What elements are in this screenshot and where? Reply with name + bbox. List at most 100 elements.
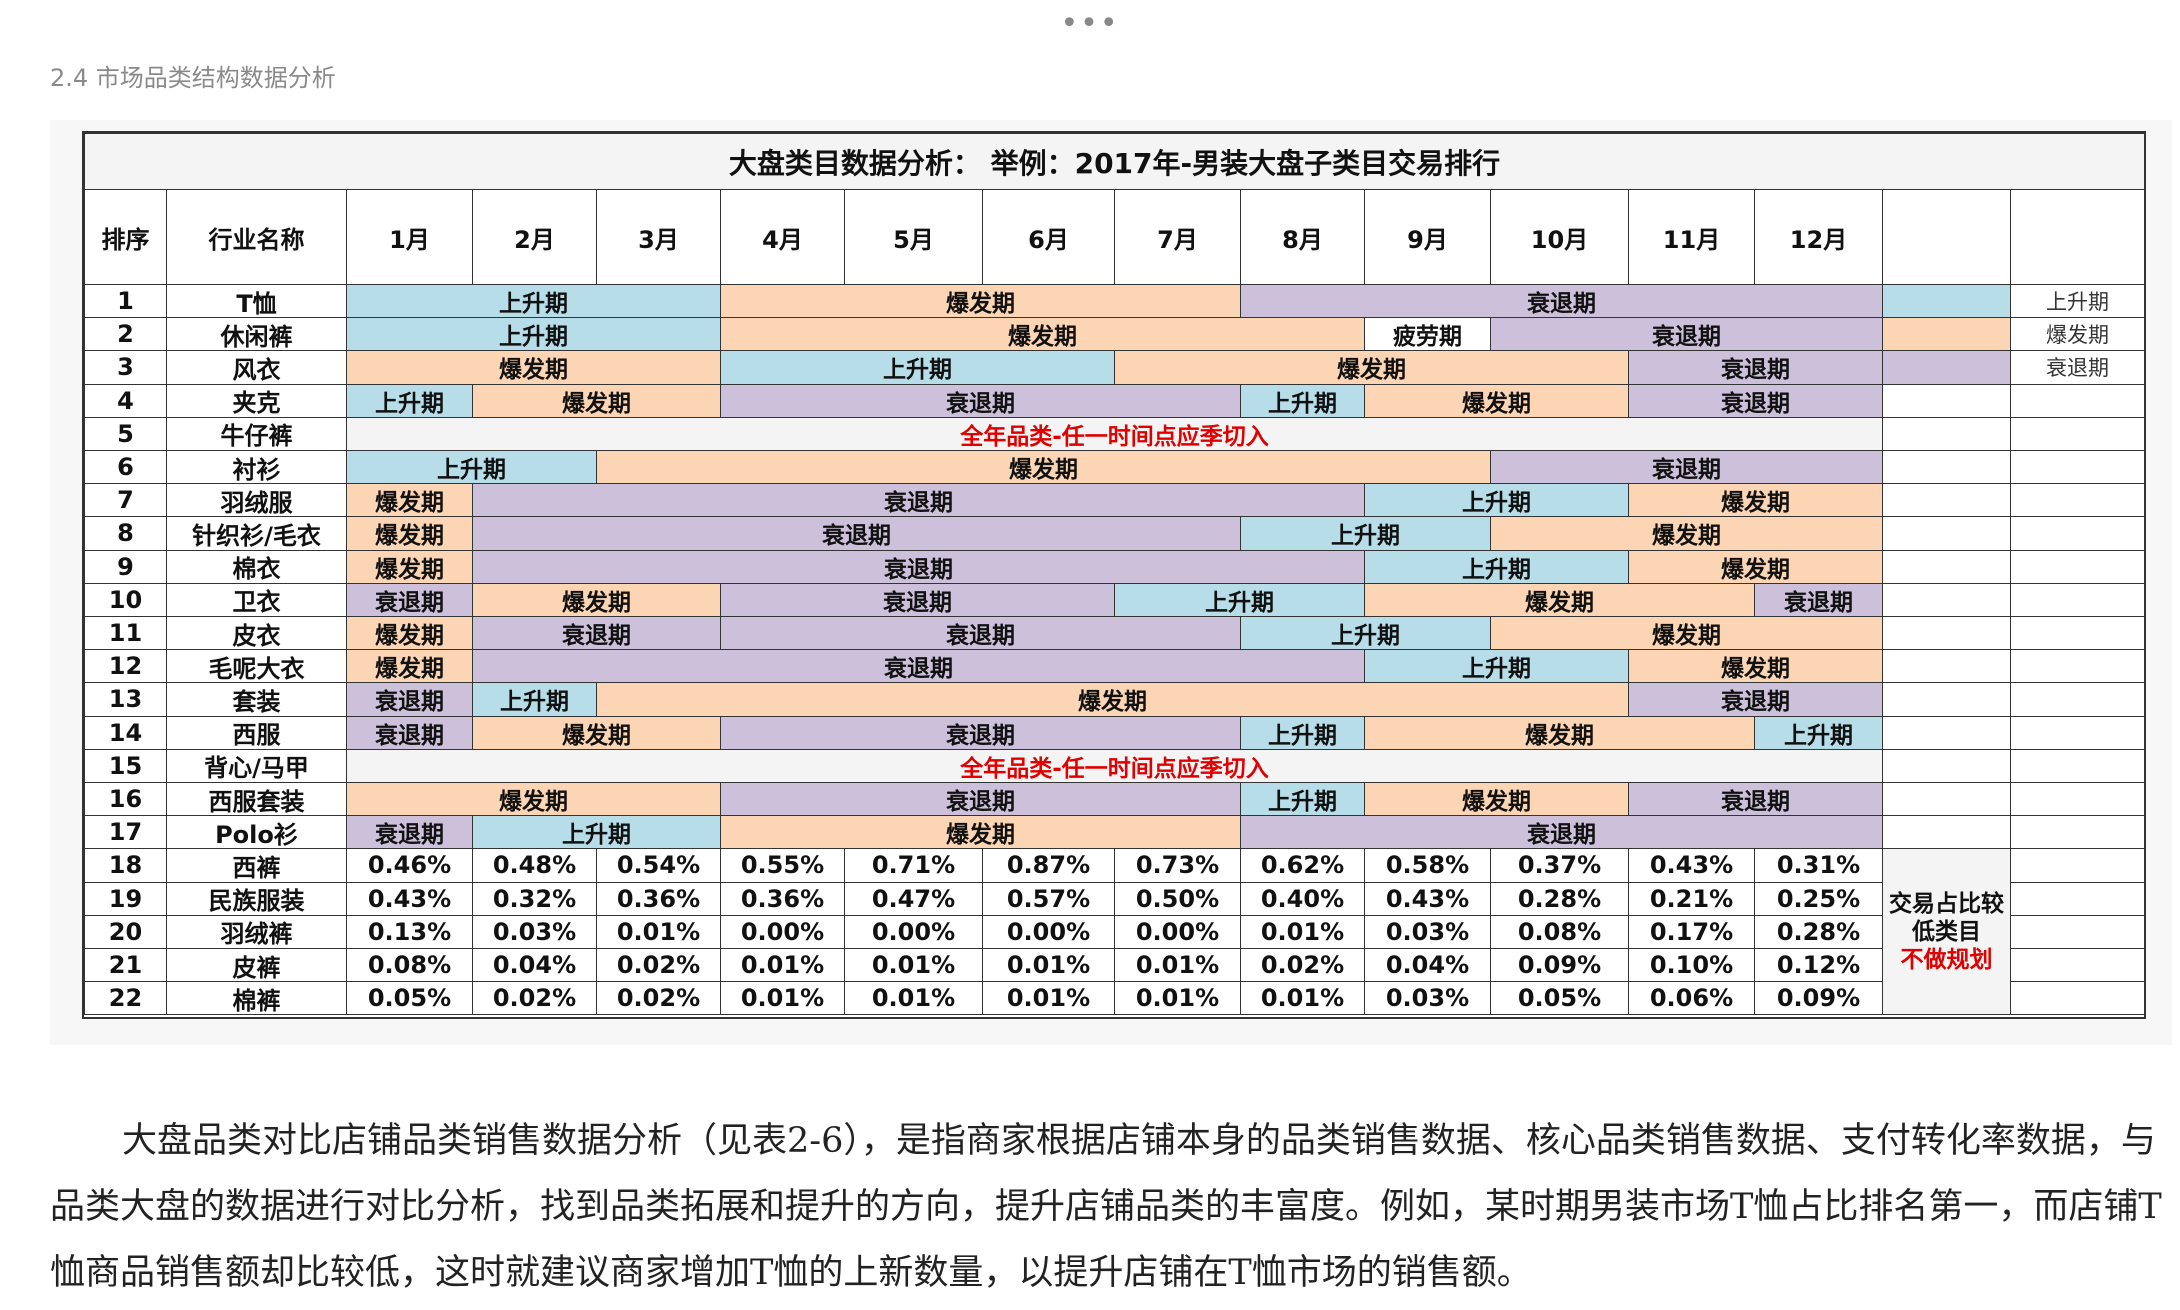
row-rank: 17 [84,815,167,850]
season-segment: 爆发期 [346,483,473,518]
row-rank: 14 [84,715,167,750]
share-value: 0.01% [1114,981,1241,1016]
season-segment: 衰退期 [1628,682,1883,717]
row-category-name: 西服套装 [166,782,347,817]
season-segment: 衰退期 [1240,815,1883,850]
more-options-icon[interactable]: ••• [1060,6,1120,41]
season-segment: 上升期 [1240,383,1365,418]
blank-cell [1882,682,2011,717]
row-rank: 4 [84,383,167,418]
row-category-name: 毛呢大衣 [166,649,347,684]
share-value: 0.31% [1754,848,1883,883]
season-segment: 衰退期 [1240,284,1883,319]
header-month: 8月 [1240,189,1365,285]
category-season-table-image: 大盘类目数据分析： 举例：2017年-男装大盘子类目交易排行 排序 行业名称 1月 2月… [82,131,2146,1019]
row-rank: 20 [84,914,167,949]
row-rank: 19 [84,881,167,916]
season-segment: 衰退期 [346,815,473,850]
header-name: 行业名称 [166,189,347,285]
row-category-name: 衬衫 [166,450,347,485]
row-category-name: 棉裤 [166,981,347,1016]
share-value: 0.57% [982,881,1115,916]
share-value: 0.06% [1628,981,1755,1016]
header-month: 4月 [720,189,845,285]
row-category-name: 民族服装 [166,881,347,916]
row-category-name: 风衣 [166,350,347,385]
season-segment: 衰退期 [720,582,1115,617]
row-category-name: T恤 [166,284,347,319]
body-text: 大盘品类对比店铺品类销售数据分析（见表2-6），是指商家根据店铺本身的品类销售数… [50,1108,2175,1306]
season-segment: 衰退期 [1490,317,1883,352]
season-segment: 爆发期 [720,317,1365,352]
share-value: 0.71% [844,848,983,883]
share-value: 0.01% [982,948,1115,983]
blank-cell [1882,516,2011,551]
share-value: 0.01% [844,948,983,983]
row-rank: 7 [84,483,167,518]
season-segment: 爆发期 [720,815,1241,850]
season-segment: 上升期 [1240,616,1491,651]
blank-cell [2010,748,2145,783]
season-segment: 衰退期 [1628,383,1883,418]
header-month: 1月 [346,189,473,285]
share-value: 0.28% [1754,914,1883,949]
share-value: 0.01% [1114,948,1241,983]
legend-label: 衰退期 [2010,350,2145,385]
blank-cell [2010,981,2145,1016]
season-segment: 爆发期 [1490,516,1883,551]
row-category-name: 西裤 [166,848,347,883]
share-value: 0.54% [596,848,721,883]
season-segment: 衰退期 [1754,582,1883,617]
season-segment: 衰退期 [472,483,1365,518]
blank-cell [1882,483,2011,518]
share-value: 0.32% [472,881,597,916]
row-rank: 12 [84,649,167,684]
season-segment: 衰退期 [472,616,721,651]
row-category-name: 羽绒裤 [166,914,347,949]
header-month: 5月 [844,189,983,285]
blank-cell [2010,948,2145,983]
blank-cell [2010,715,2145,750]
share-value: 0.05% [346,981,473,1016]
header-month: 10月 [1490,189,1629,285]
blank-cell [1882,649,2011,684]
row-category-name: 牛仔裤 [166,416,347,451]
row-category-name: 西服 [166,715,347,750]
season-segment: 爆发期 [346,616,473,651]
share-value: 0.12% [1754,948,1883,983]
season-segment: 衰退期 [720,782,1241,817]
row-rank: 13 [84,682,167,717]
row-rank: 10 [84,582,167,617]
season-segment: 爆发期 [346,649,473,684]
blank-cell [2010,416,2145,451]
share-value: 0.05% [1490,981,1629,1016]
row-rank: 21 [84,948,167,983]
season-segment: 爆发期 [1364,582,1755,617]
header-rank: 排序 [84,189,167,285]
season-segment: 衰退期 [472,516,1241,551]
share-value: 0.01% [844,981,983,1016]
legend-swatch [1882,284,2011,319]
share-value: 0.03% [1364,981,1491,1016]
row-rank: 5 [84,416,167,451]
legend-label: 上升期 [2010,284,2145,319]
share-value: 0.02% [596,981,721,1016]
row-category-name: 棉衣 [166,549,347,584]
season-segment: 上升期 [1364,483,1629,518]
all-year-note: 全年品类-任一时间点应季切入 [346,416,1883,451]
share-value: 0.00% [720,914,845,949]
season-segment: 衰退期 [720,715,1241,750]
season-segment: 爆发期 [472,582,721,617]
season-segment: 衰退期 [1628,350,1883,385]
share-value: 0.58% [1364,848,1491,883]
share-value: 0.36% [596,881,721,916]
share-value: 0.43% [346,881,473,916]
season-segment: 上升期 [1364,649,1629,684]
share-value: 0.36% [720,881,845,916]
season-segment: 上升期 [1364,549,1629,584]
share-value: 0.47% [844,881,983,916]
season-segment: 衰退期 [1490,450,1883,485]
season-segment: 上升期 [1240,782,1365,817]
blank-cell [2010,516,2145,551]
low-share-note-line: 不做规划 [1900,946,1993,973]
